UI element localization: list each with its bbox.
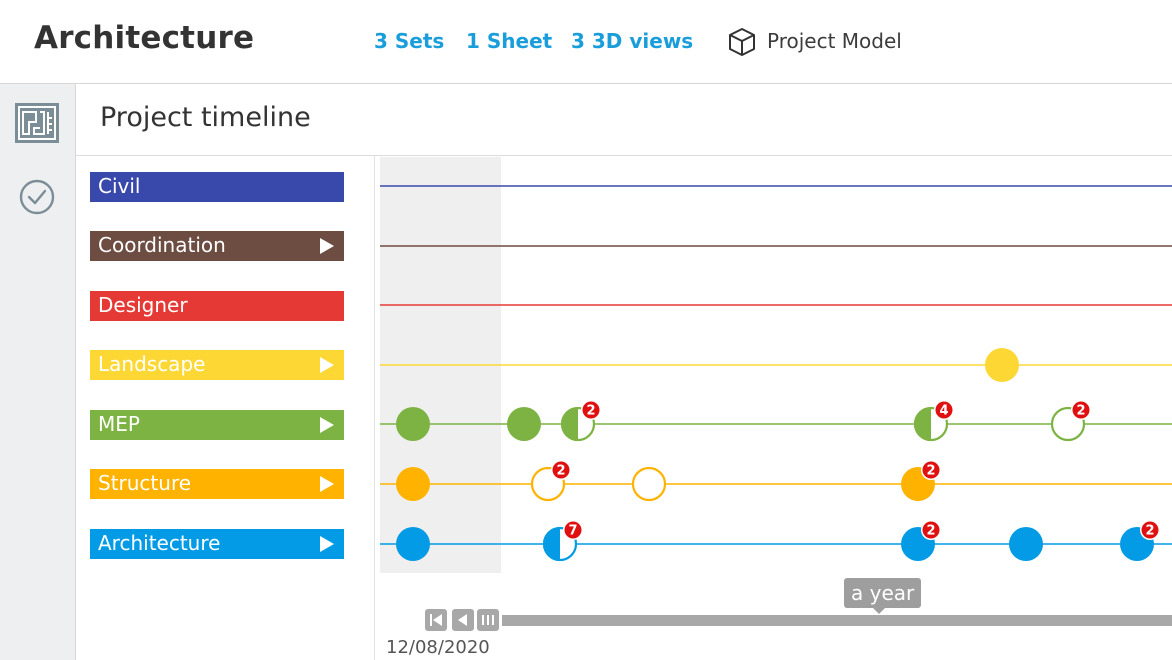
- issue-count-badge: 2: [926, 464, 935, 479]
- badge-dot: [922, 521, 940, 539]
- range-handle-icon: [482, 615, 494, 625]
- track-label-column: Civil Coordination Designer Landscape ME…: [76, 156, 375, 660]
- skip-to-start-icon: [430, 614, 442, 626]
- issue-count-badge: 2: [926, 524, 935, 539]
- version-marker[interactable]: 7: [542, 520, 583, 562]
- issue-count-badge: 2: [556, 464, 565, 479]
- track-label-civil[interactable]: Civil: [90, 172, 344, 202]
- version-marker[interactable]: [396, 527, 430, 561]
- step-back-icon: [458, 614, 467, 626]
- panel-title: Project timeline: [100, 102, 311, 133]
- sidebar-item-reviews[interactable]: [14, 174, 60, 220]
- version-marker-dot: [985, 348, 1019, 382]
- version-marker-half: [543, 527, 560, 561]
- sets-link[interactable]: 3 Sets: [374, 29, 445, 53]
- badge-dot: [1072, 401, 1090, 419]
- version-marker[interactable]: 2: [560, 400, 601, 442]
- track-label-text: Civil: [98, 174, 141, 198]
- 3d-views-link[interactable]: 3 3D views: [571, 29, 694, 53]
- track-label-text: Structure: [98, 471, 192, 495]
- range-handle[interactable]: [477, 609, 499, 631]
- version-marker[interactable]: 2: [901, 520, 941, 561]
- selected-range-shade: [380, 157, 501, 573]
- app-title: Architecture: [34, 20, 255, 56]
- track-label-text: Coordination: [98, 233, 226, 257]
- version-marker-ring: [631, 466, 667, 502]
- version-marker[interactable]: [396, 467, 430, 501]
- track-label-designer[interactable]: Designer: [90, 291, 344, 321]
- zoom-scale-tooltip: a year: [844, 578, 922, 614]
- track-label-text: MEP: [98, 412, 140, 436]
- badge-dot: [564, 521, 582, 539]
- version-marker[interactable]: 2: [901, 460, 941, 501]
- project-model-link[interactable]: Project Model: [767, 29, 902, 53]
- sheets-link[interactable]: 1 Sheet: [466, 29, 553, 53]
- track-label-coordination[interactable]: Coordination: [90, 231, 344, 261]
- play-icon[interactable]: [320, 476, 334, 492]
- step-back-button[interactable]: [452, 609, 474, 631]
- top-header: Architecture 3 Sets 1 Sheet 3 3D views P…: [0, 0, 1172, 84]
- badge-dot: [935, 401, 953, 419]
- track-label-mep[interactable]: MEP: [90, 410, 344, 440]
- badge-dot: [1141, 521, 1159, 539]
- track-label-landscape[interactable]: Landscape: [90, 350, 344, 380]
- version-marker[interactable]: [396, 407, 430, 441]
- version-marker[interactable]: [1009, 527, 1043, 561]
- play-icon[interactable]: [320, 536, 334, 552]
- left-sidebar: [0, 84, 76, 660]
- play-icon[interactable]: [320, 238, 334, 254]
- track-label-text: Architecture: [98, 531, 221, 555]
- checkmark-circle-icon: [19, 179, 55, 215]
- version-marker-dot: [507, 407, 541, 441]
- version-marker[interactable]: 2: [1120, 520, 1160, 561]
- track-label-architecture[interactable]: Architecture: [90, 529, 344, 559]
- panel-divider: [76, 155, 1172, 156]
- version-marker[interactable]: [985, 348, 1019, 382]
- version-marker[interactable]: 2: [1050, 400, 1091, 442]
- issue-count-badge: 2: [1076, 404, 1085, 419]
- version-marker-dot: [396, 467, 430, 501]
- play-icon[interactable]: [320, 357, 334, 373]
- issue-count-badge: 2: [586, 404, 595, 419]
- version-marker[interactable]: [507, 407, 541, 441]
- cube-icon: [729, 28, 755, 56]
- version-marker-dot: [1009, 527, 1043, 561]
- issue-count-badge: 4: [939, 404, 948, 419]
- track-label-structure[interactable]: Structure: [90, 469, 344, 499]
- version-marker-half: [561, 407, 578, 441]
- badge-dot: [552, 461, 570, 479]
- sheets-icon: [15, 103, 59, 143]
- version-marker[interactable]: [631, 466, 667, 502]
- version-marker-dot: [396, 527, 430, 561]
- version-marker[interactable]: 2: [530, 460, 571, 502]
- range-start-date: 12/08/2020: [386, 637, 490, 658]
- scrubber-track[interactable]: [502, 615, 1172, 626]
- play-icon[interactable]: [320, 417, 334, 433]
- track-label-text: Landscape: [98, 352, 206, 376]
- track-label-text: Designer: [98, 293, 188, 317]
- sidebar-item-sheets[interactable]: [14, 100, 60, 146]
- badge-dot: [922, 461, 940, 479]
- version-marker-half: [914, 407, 931, 441]
- version-marker[interactable]: 4: [913, 400, 954, 442]
- version-marker-dot: [396, 407, 430, 441]
- badge-dot: [582, 401, 600, 419]
- skip-to-start-button[interactable]: [425, 609, 447, 631]
- issue-count-badge: 2: [1145, 524, 1154, 539]
- issue-count-badge: 7: [568, 524, 577, 539]
